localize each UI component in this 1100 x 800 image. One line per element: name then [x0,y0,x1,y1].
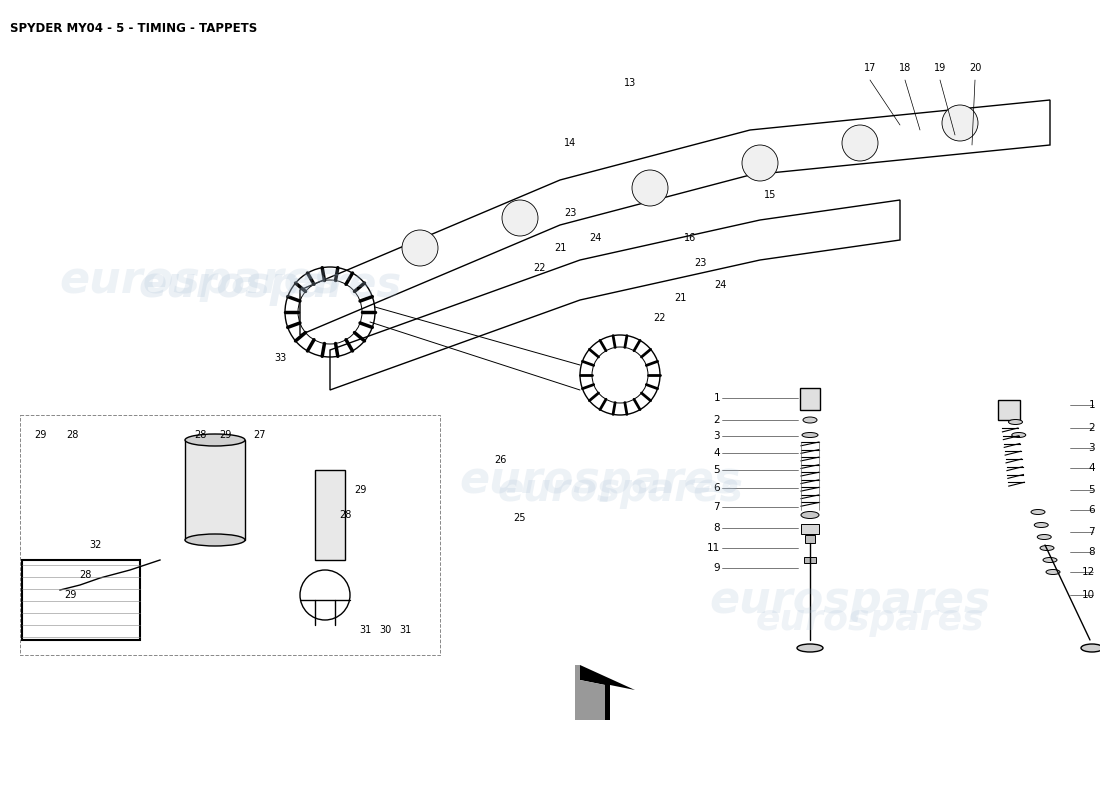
Text: 28: 28 [66,430,78,440]
Text: eurospares: eurospares [59,258,341,302]
Text: 29: 29 [64,590,76,600]
Bar [804,557,816,563]
Text: 27: 27 [254,430,266,440]
Text: 7: 7 [1088,527,1094,537]
Text: 20: 20 [969,63,981,73]
Text: 25: 25 [514,513,526,523]
Circle shape [632,170,668,206]
Text: 19: 19 [934,63,946,73]
Text: 7: 7 [714,502,720,512]
Text: 13: 13 [624,78,636,88]
Text: 29: 29 [354,485,366,495]
Text: 18: 18 [899,63,911,73]
Text: SPYDER MY04 - 5 - TIMING - TAPPETS: SPYDER MY04 - 5 - TIMING - TAPPETS [10,22,257,35]
Text: 5: 5 [1088,485,1094,495]
Text: 29: 29 [34,430,46,440]
Text: 28: 28 [194,430,206,440]
Bar [315,470,345,560]
Text: 24: 24 [588,233,602,243]
Circle shape [842,125,878,161]
Text: 31: 31 [359,625,371,635]
Ellipse shape [1034,522,1048,527]
Text: 8: 8 [714,523,720,533]
Ellipse shape [1043,558,1057,562]
Text: 12: 12 [1081,567,1094,577]
Text: eurospares: eurospares [497,471,742,509]
Ellipse shape [1037,534,1052,539]
Text: 4: 4 [714,448,720,458]
Text: 3: 3 [714,431,720,441]
Text: 16: 16 [684,233,696,243]
Bar [801,524,820,534]
Text: 4: 4 [1088,463,1094,473]
Polygon shape [580,665,635,720]
Text: 10: 10 [1082,590,1094,600]
Text: 3: 3 [1088,443,1094,453]
Ellipse shape [1046,570,1060,574]
Text: 17: 17 [864,63,877,73]
Text: 24: 24 [714,280,726,290]
Ellipse shape [801,511,820,518]
Text: 8: 8 [1088,547,1094,557]
Text: 28: 28 [339,510,351,520]
Circle shape [742,145,778,181]
Bar [185,440,245,540]
Circle shape [942,105,978,141]
Text: 33: 33 [274,353,286,363]
Ellipse shape [185,534,245,546]
Text: 6: 6 [714,483,720,493]
Text: 15: 15 [763,190,777,200]
Text: 30: 30 [378,625,392,635]
Bar [998,400,1020,420]
Text: 31: 31 [399,625,411,635]
Ellipse shape [1040,546,1054,550]
Text: 22: 22 [534,263,547,273]
Text: 1: 1 [1088,400,1094,410]
Text: 28: 28 [79,570,91,580]
Ellipse shape [1009,419,1023,425]
Ellipse shape [185,434,245,446]
Text: 23: 23 [564,208,576,218]
Ellipse shape [802,433,818,438]
Text: 6: 6 [1088,505,1094,515]
Ellipse shape [1081,644,1100,652]
Text: eurospares: eurospares [460,458,740,502]
Polygon shape [575,665,605,720]
Text: 9: 9 [714,563,720,573]
Text: 11: 11 [706,543,721,553]
Text: eurospares: eurospares [710,578,991,622]
Text: 26: 26 [494,455,506,465]
Text: 21: 21 [553,243,566,253]
Circle shape [402,230,438,266]
Text: 21: 21 [674,293,686,303]
Text: eurospares: eurospares [756,603,984,637]
Text: eurospares: eurospares [139,264,402,306]
Text: 5: 5 [714,465,720,475]
Text: 32: 32 [89,540,101,550]
Text: 29: 29 [219,430,231,440]
Text: 23: 23 [694,258,706,268]
Ellipse shape [1031,510,1045,514]
Text: 14: 14 [564,138,576,148]
Ellipse shape [1012,433,1025,438]
Bar [805,535,815,543]
Text: 2: 2 [714,415,720,425]
Ellipse shape [798,644,823,652]
Bar [800,388,820,410]
Circle shape [502,200,538,236]
Text: 22: 22 [653,313,667,323]
Text: 1: 1 [714,393,720,403]
Bar [20,415,440,655]
Ellipse shape [803,417,817,423]
Text: 2: 2 [1088,423,1094,433]
